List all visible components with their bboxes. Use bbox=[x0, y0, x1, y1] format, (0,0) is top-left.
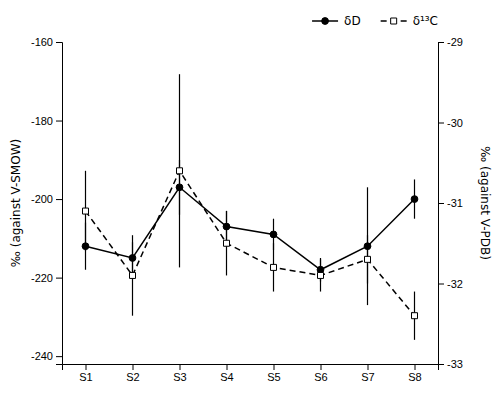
tick-label: S5 bbox=[267, 371, 280, 383]
tick: S4 bbox=[220, 364, 233, 383]
marker bbox=[130, 272, 136, 278]
marker bbox=[411, 196, 418, 203]
tick: -160 bbox=[31, 36, 62, 48]
tick: -32 bbox=[438, 278, 463, 290]
tick-label: S1 bbox=[79, 371, 92, 383]
y-axis-title: ‰ (against V-SMOW) bbox=[9, 139, 23, 267]
tick-label: -33 bbox=[447, 358, 463, 370]
marker bbox=[318, 272, 324, 278]
tick-label: -180 bbox=[31, 115, 53, 127]
tick-mark bbox=[180, 364, 181, 370]
tick: S6 bbox=[314, 364, 327, 383]
tick-mark bbox=[227, 364, 228, 370]
legend-marker bbox=[322, 18, 329, 25]
marks bbox=[82, 74, 418, 340]
tick-mark bbox=[133, 364, 134, 370]
tick: -180 bbox=[31, 115, 62, 127]
legend-marker bbox=[391, 18, 397, 24]
tick: S5 bbox=[267, 364, 280, 383]
line bbox=[86, 187, 415, 269]
marker bbox=[177, 168, 183, 174]
marker bbox=[224, 240, 230, 246]
marker bbox=[83, 208, 89, 214]
tick-mark bbox=[438, 203, 444, 204]
tick-label: -160 bbox=[31, 36, 53, 48]
marker bbox=[412, 313, 418, 319]
error-bar bbox=[367, 187, 368, 305]
tick-mark bbox=[368, 364, 369, 370]
tick-mark bbox=[56, 199, 62, 200]
tick-mark bbox=[274, 364, 275, 370]
plot: S1S2S3S4S5S6S7S8-240-220-200-180-160-33-… bbox=[31, 36, 463, 383]
tick-label: -240 bbox=[31, 350, 53, 362]
tick-mark bbox=[438, 284, 444, 285]
tick: -200 bbox=[31, 193, 62, 205]
tick-label: S6 bbox=[314, 371, 327, 383]
legend-item: δ¹³C bbox=[381, 14, 438, 28]
tick-label: S3 bbox=[173, 371, 186, 383]
tick: S7 bbox=[361, 364, 374, 383]
tick-label: -30 bbox=[447, 117, 463, 129]
x-axis: S1 S2 S3 S4 S5 S6 S7 S8 bbox=[63, 364, 439, 383]
tick-label: -200 bbox=[31, 193, 53, 205]
tick: -220 bbox=[31, 272, 62, 284]
tick-mark bbox=[86, 364, 87, 370]
line bbox=[86, 171, 415, 316]
tick: -31 bbox=[438, 197, 463, 209]
tick-label: S4 bbox=[220, 371, 233, 383]
tick-label: -32 bbox=[447, 278, 463, 290]
tick-label: -220 bbox=[31, 272, 53, 284]
tick: -33 bbox=[438, 358, 463, 370]
y2-axis: -33 -32 -31 -30 -29 bbox=[438, 36, 463, 370]
legend-item: δD bbox=[312, 14, 361, 28]
tick-mark bbox=[56, 278, 62, 279]
axis-line bbox=[63, 365, 439, 371]
marker bbox=[271, 264, 277, 270]
axis-line bbox=[439, 43, 445, 365]
y-axis: -240 -220 -200 -180 -160 bbox=[31, 36, 63, 364]
tick: -30 bbox=[438, 117, 463, 129]
chart: S1S2S3S4S5S6S7S8-240-220-200-180-160-33-… bbox=[0, 0, 500, 398]
tick-mark bbox=[56, 121, 62, 122]
tick-mark bbox=[438, 364, 444, 365]
tick: S3 bbox=[173, 364, 186, 383]
legend-label: δD bbox=[344, 14, 361, 28]
tick-mark bbox=[438, 42, 444, 43]
tick-label: -31 bbox=[447, 197, 463, 209]
tick-label: S2 bbox=[126, 371, 139, 383]
tick: -240 bbox=[31, 350, 62, 362]
tick-label: -29 bbox=[447, 36, 463, 48]
tick-mark bbox=[321, 364, 322, 370]
tick: S8 bbox=[408, 364, 421, 383]
axis-line bbox=[56, 43, 63, 365]
marker bbox=[365, 256, 371, 262]
legend-label: δ¹³C bbox=[413, 14, 438, 28]
tick-label: S7 bbox=[361, 371, 374, 383]
tick-mark bbox=[438, 123, 444, 124]
series bbox=[83, 74, 418, 340]
marker bbox=[270, 231, 277, 238]
tick-mark bbox=[56, 356, 62, 357]
tick: -29 bbox=[438, 36, 463, 48]
tick-mark bbox=[56, 42, 62, 43]
legend: δD δ¹³C bbox=[312, 14, 438, 28]
tick: S1 bbox=[79, 364, 92, 383]
y2-axis-title: ‰ (against V-PDB) bbox=[478, 146, 492, 260]
tick-label: S8 bbox=[408, 371, 421, 383]
tick: S2 bbox=[126, 364, 139, 383]
tick-mark bbox=[415, 364, 416, 370]
